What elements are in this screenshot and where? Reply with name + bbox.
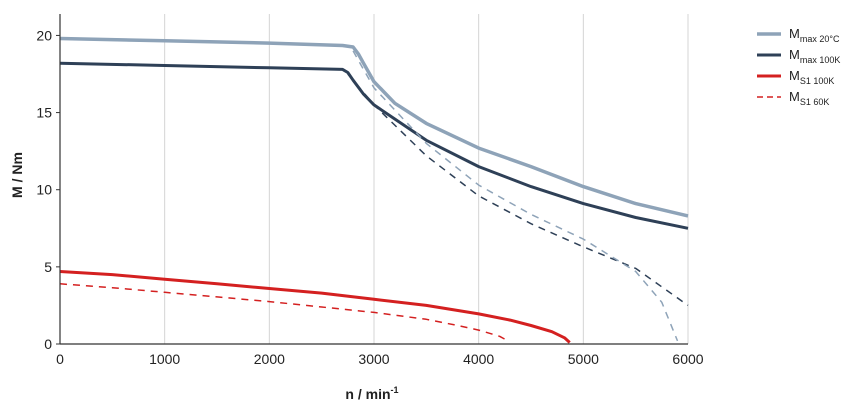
- x-axis-title-main: n / min: [345, 386, 390, 402]
- x-tick-label: 4000: [463, 351, 494, 367]
- x-tick-label: 2000: [254, 351, 285, 367]
- x-tick-label: 6000: [672, 351, 703, 367]
- series-line-5: [352, 50, 679, 342]
- legend-label: Mmax 100K: [789, 47, 840, 65]
- legend-label: MS1 60K: [789, 89, 829, 107]
- grid-lines: [164, 14, 689, 344]
- axes: [56, 14, 688, 345]
- x-tick-label: 0: [56, 351, 64, 367]
- legend-label: MS1 100K: [789, 68, 834, 86]
- x-tick-label: 1000: [149, 351, 180, 367]
- tick-labels: 0 1000 2000 3000 4000 5000 6000 0 5 10 15 20: [36, 27, 703, 367]
- series-line-3: [59, 283, 509, 342]
- series-group: [59, 36, 689, 344]
- y-axis-title: M / Nm: [9, 152, 25, 198]
- series-line-4: [347, 73, 689, 307]
- x-axis-title-exponent: -1: [391, 385, 399, 395]
- x-axis-title: n / min-1: [345, 385, 398, 402]
- y-tick-label: 0: [44, 336, 52, 352]
- series-line-0: [59, 36, 689, 218]
- x-tick-label: 5000: [568, 351, 599, 367]
- y-tick-label: 10: [36, 182, 52, 198]
- legend-label: Mmax 20°C: [789, 26, 840, 44]
- y-tick-label: 15: [36, 105, 52, 121]
- y-tick-label: 5: [44, 259, 52, 275]
- x-tick-label: 3000: [358, 351, 389, 367]
- series-line-2: [59, 270, 571, 344]
- legend: Mmax 20°C Mmax 100K MS1 100K MS1 60K: [757, 26, 840, 107]
- y-tick-label: 20: [36, 27, 52, 43]
